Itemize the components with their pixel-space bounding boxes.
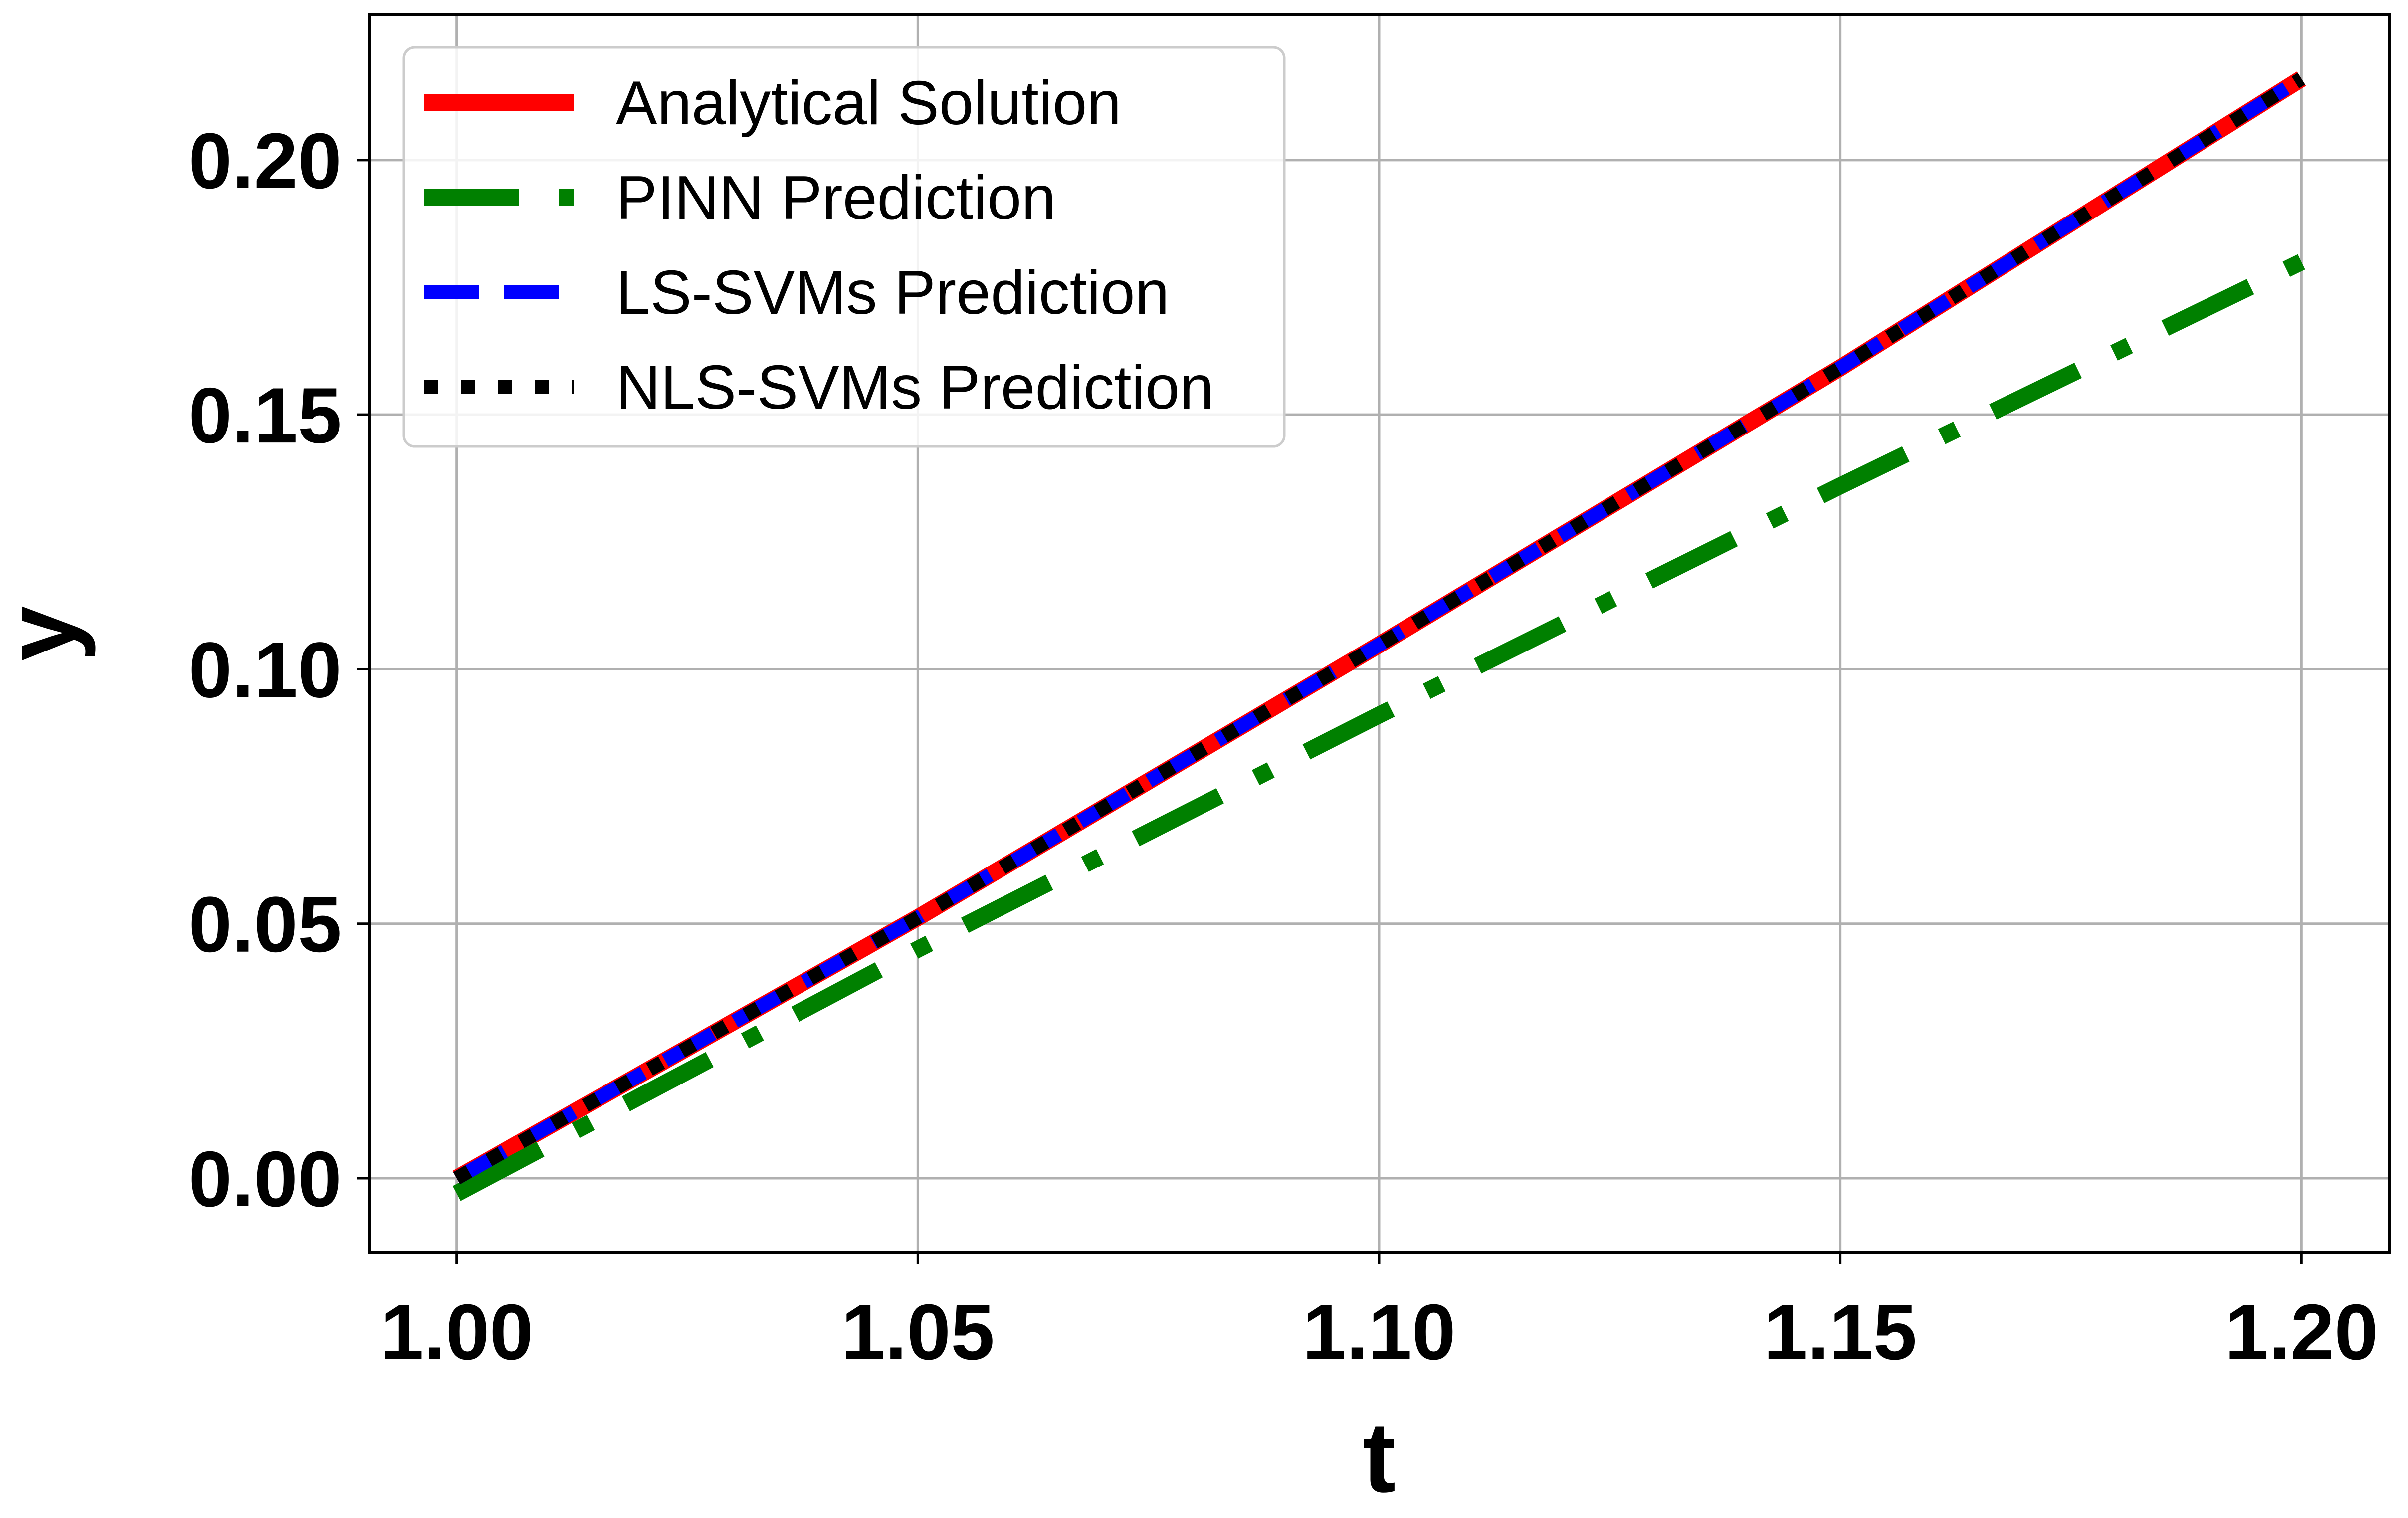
y-axis-label: y <box>0 606 96 661</box>
y-tick-label: 0.05 <box>188 881 342 969</box>
x-tick-label: 1.15 <box>1764 1289 1917 1376</box>
series-line-2 <box>452 254 2305 1201</box>
legend-box <box>402 46 1286 448</box>
y-tick-label: 0.00 <box>188 1135 342 1223</box>
legend: Analytical Solution PINN Prediction LS-SVM… <box>402 46 1286 448</box>
series-layer <box>452 71 2306 1201</box>
legend-label-3: LS-SVMs Prediction <box>616 258 1170 327</box>
y-tick-label: 0.10 <box>188 626 342 714</box>
x-tick-label: 1.00 <box>380 1289 534 1376</box>
x-tick-label: 1.20 <box>2225 1289 2379 1376</box>
x-tick-label: 1.05 <box>841 1289 995 1376</box>
x-tick-label: 1.10 <box>1302 1289 1456 1376</box>
series-line-4 <box>453 72 2305 1185</box>
x-axis-label: t <box>1363 1402 1396 1513</box>
legend-label-2: PINN Prediction <box>616 164 1056 232</box>
y-tick-label: 0.15 <box>188 372 342 459</box>
y-tick-label: 0.20 <box>188 117 342 205</box>
ticks: 1.00 1.05 1.10 1.15 1.20 0.00 0.05 0.10 0.15 0.20 <box>188 117 2378 1376</box>
legend-label-4: NLS-SVMs Prediction <box>616 353 1214 422</box>
legend-label-1: Analytical Solution <box>616 69 1121 138</box>
